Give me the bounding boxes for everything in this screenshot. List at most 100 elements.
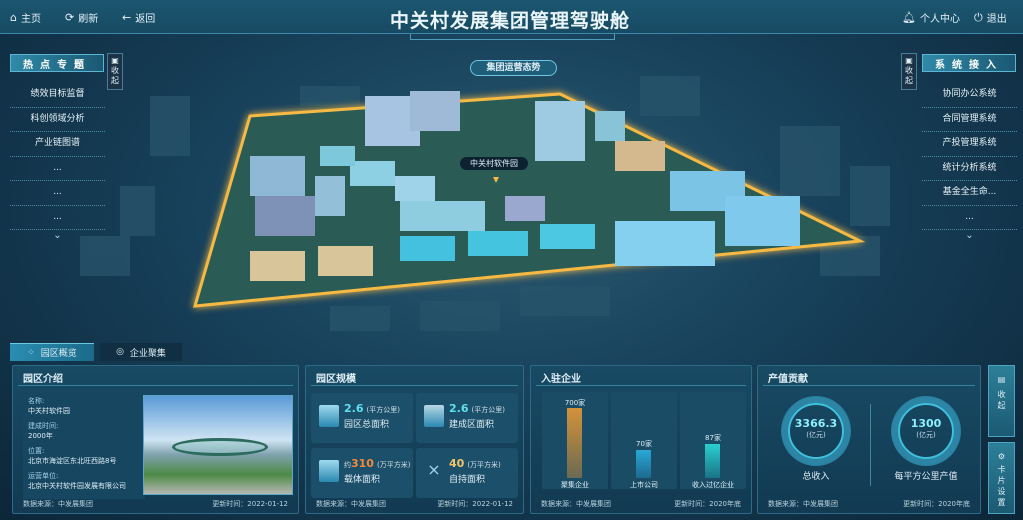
building-icon [319, 405, 339, 427]
right-item-3[interactable]: 产投管理系统 [922, 132, 1017, 157]
collapse-cards-button[interactable]: ▤ 收起 [988, 365, 1015, 437]
cluster-icon: ◎ [116, 347, 124, 357]
card-title: 入驻企业 [541, 374, 581, 385]
bar-panel-cluster: 700家 聚集企业 [542, 392, 608, 489]
park-marker-label[interactable]: 中关村软件园 [460, 157, 528, 170]
park-intro-card: 园区介绍 名称: 中关村软件园 建成时间: 2000年 位置: 北京市海淀区东北… [12, 365, 299, 514]
scroll-down-chevron-icon[interactable]: ⌄ [965, 230, 974, 241]
ring-label: 每平方公里产值 [894, 472, 958, 482]
update-time: 更新时间：2020年底 [903, 500, 970, 508]
output-per-km2-ring: 1300 (亿元) [898, 403, 954, 459]
left-item-2[interactable]: 科创领域分析 [10, 108, 105, 132]
field-label: 建成时间: [28, 422, 59, 430]
left-collapse-button[interactable]: ▣ 收起 [107, 53, 123, 90]
tab-park-overview[interactable]: ⁘ 园区概览 [10, 343, 94, 361]
grid-icon: ⁘ [27, 347, 35, 358]
bar-category-label: 聚集企业 [561, 481, 589, 489]
stat-value: 40 (万平方米) [449, 457, 501, 470]
profile-label: 个人中心 [919, 14, 960, 25]
right-item-6[interactable]: ... [922, 206, 1017, 230]
collapse-label: 收起 [111, 66, 119, 85]
stat-name: 园区总面积 [344, 420, 390, 430]
stat-name: 建成区面积 [449, 420, 495, 430]
park-photo [143, 395, 293, 495]
carrier-icon [319, 460, 339, 482]
home-icon: ⌂ [10, 11, 17, 24]
stat-total-area: 2.6 (平方公里) 园区总面积 [311, 393, 413, 443]
right-panel-list: 协同办公系统 合同管理系统 产投管理系统 统计分析系统 基金全生命... ...… [922, 83, 1017, 241]
data-source: 数据来源：中发展集团 [23, 500, 93, 508]
page-title: 中关村发展集团管理驾驶舱 [389, 10, 630, 32]
left-panel-title: 热点专题 [10, 54, 104, 72]
update-time: 更新时间：2020年底 [674, 500, 741, 508]
tab-label: 园区概览 [40, 349, 77, 359]
left-item-1[interactable]: 绩效目标监督 [10, 83, 105, 108]
bar-cluster [567, 408, 582, 478]
bar-revenue [705, 444, 720, 478]
header-bar: ⌂ 主页 ⟳ 刷新 ← 返回 中关村发展集团管理驾驶舱 🔔︎ 个人中心 ⏻ 退出 [0, 0, 1023, 34]
back-arrow-icon: ← [122, 11, 132, 24]
left-item-4[interactable]: ... [10, 157, 105, 181]
left-item-5[interactable]: ... [10, 181, 105, 206]
ring-value: 1300 [910, 417, 942, 430]
stat-value: 2.6 (平方公里) [449, 402, 505, 415]
tab-enterprise-cluster[interactable]: ◎ 企业聚集 [100, 343, 182, 361]
title-decoration [410, 34, 615, 40]
collapse-icon: ▤ [997, 375, 1006, 384]
back-label: 返回 [135, 14, 156, 25]
field-value: 2000年 [28, 432, 53, 440]
card-settings-button[interactable]: ⚙ 卡片设置 [988, 442, 1015, 514]
field-label: 运营单位: [28, 472, 59, 480]
ring-unit: (亿元) [806, 431, 826, 439]
collapse-icon: ▣ [111, 56, 119, 65]
stat-name: 载体面积 [344, 475, 381, 485]
field-label: 名称: [28, 397, 45, 405]
divider [763, 385, 975, 386]
update-time: 更新时间：2022-01-12 [212, 500, 288, 508]
right-item-1[interactable]: 协同办公系统 [922, 83, 1017, 108]
bar-category-label: 上市公司 [630, 481, 658, 489]
data-source: 数据来源：中发展集团 [541, 500, 611, 508]
right-item-4[interactable]: 统计分析系统 [922, 157, 1017, 181]
field-value: 中关村软件园 [28, 407, 70, 415]
bell-icon: 🔔︎ [902, 11, 916, 24]
park-scale-card: 园区规模 2.6 (平方公里) 园区总面积 2.6 (平方公里) 建成区面积 约310(… [305, 365, 524, 514]
logout-button[interactable]: ⏻ 退出 [974, 10, 1007, 26]
field-label: 位置: [28, 447, 45, 455]
bar-value-label: 87家 [705, 434, 721, 442]
stat-value: 约310 (万平方米) [344, 457, 411, 470]
ring-unit: (亿元) [916, 431, 936, 439]
refresh-icon: ⟳ [65, 11, 75, 24]
update-time: 更新时间：2022-01-12 [437, 500, 513, 508]
tab-label: 企业聚集 [129, 348, 166, 359]
collapse-label: 收起 [905, 66, 913, 85]
bar-listed [636, 450, 651, 478]
card-title: 产值贡献 [768, 374, 808, 385]
field-value: 北京中关村软件园发展有限公司 [28, 482, 126, 490]
back-button[interactable]: ← 返回 [122, 10, 155, 25]
divider [870, 404, 871, 486]
settings-icon: ⚙ [997, 452, 1006, 461]
ring-value: 3366.3 [794, 417, 838, 430]
bar-panel-revenue: 87家 收入过亿企业 [680, 392, 746, 489]
right-panel-title: 系统接入 [922, 54, 1016, 72]
scroll-down-chevron-icon[interactable]: ⌄ [53, 230, 62, 241]
stat-name: 自持面积 [449, 475, 486, 485]
left-item-6[interactable]: ... [10, 206, 105, 230]
owned-area-icon: ⨯ [427, 460, 441, 479]
output-card: 产值贡献 3366.3 (亿元) 总收入 1300 (亿元) 每平方公里产值 数据来… [757, 365, 981, 514]
left-item-3[interactable]: 产业链图谱 [10, 132, 105, 157]
bar-value-label: 700家 [564, 399, 586, 407]
card-title: 园区规模 [316, 374, 356, 385]
refresh-label: 刷新 [78, 14, 99, 25]
bar-panel-listed: 70家 上市公司 [611, 392, 677, 489]
park-3d-map[interactable] [0, 36, 1023, 346]
right-item-5[interactable]: 基金全生命... [922, 181, 1017, 206]
right-item-2[interactable]: 合同管理系统 [922, 108, 1017, 132]
home-button[interactable]: ⌂ 主页 [10, 10, 41, 25]
built-area-icon [424, 405, 444, 427]
profile-button[interactable]: 🔔︎ 个人中心 [902, 10, 960, 25]
refresh-button[interactable]: ⟳ 刷新 [65, 10, 98, 25]
stat-built-area: 2.6 (平方公里) 建成区面积 [416, 393, 518, 443]
right-collapse-button[interactable]: ▣ 收起 [901, 53, 917, 90]
